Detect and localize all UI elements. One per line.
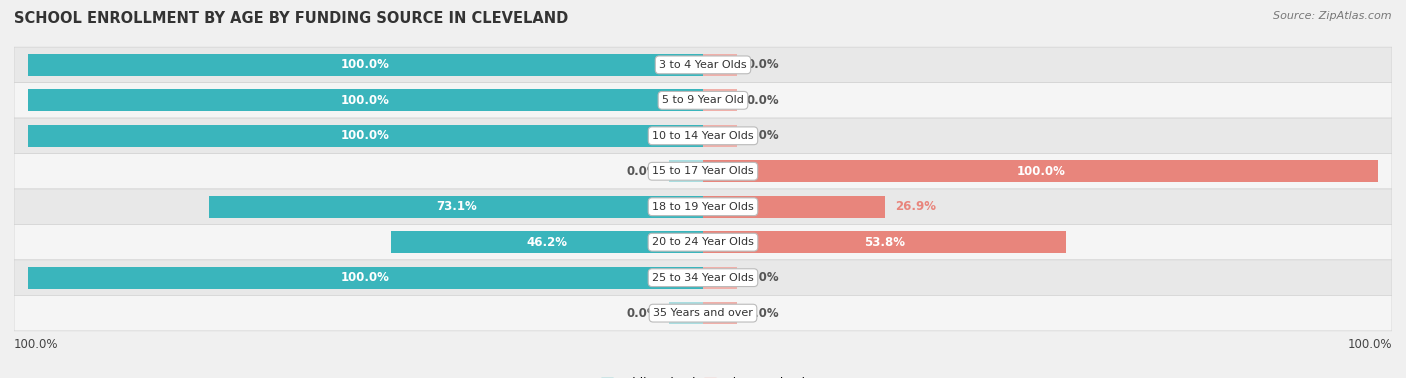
FancyBboxPatch shape	[14, 47, 1392, 83]
Text: SCHOOL ENROLLMENT BY AGE BY FUNDING SOURCE IN CLEVELAND: SCHOOL ENROLLMENT BY AGE BY FUNDING SOUR…	[14, 11, 568, 26]
Bar	[703, 196, 884, 218]
Text: 0.0%: 0.0%	[747, 271, 779, 284]
Legend: Public School, Private School: Public School, Private School	[600, 377, 806, 378]
Text: 0.0%: 0.0%	[627, 165, 659, 178]
Text: Source: ZipAtlas.com: Source: ZipAtlas.com	[1274, 11, 1392, 21]
FancyBboxPatch shape	[14, 260, 1392, 295]
FancyBboxPatch shape	[14, 153, 1392, 189]
Text: 0.0%: 0.0%	[627, 307, 659, 320]
Text: 100.0%: 100.0%	[340, 129, 389, 142]
Text: 5 to 9 Year Old: 5 to 9 Year Old	[662, 95, 744, 105]
Bar	[28, 266, 703, 289]
Text: 18 to 19 Year Olds: 18 to 19 Year Olds	[652, 202, 754, 212]
Text: 46.2%: 46.2%	[526, 236, 568, 249]
Bar	[703, 54, 737, 76]
FancyBboxPatch shape	[14, 295, 1392, 331]
Bar	[28, 89, 703, 112]
Bar	[391, 231, 703, 253]
Text: 15 to 17 Year Olds: 15 to 17 Year Olds	[652, 166, 754, 176]
Bar	[703, 89, 737, 112]
Text: 25 to 34 Year Olds: 25 to 34 Year Olds	[652, 273, 754, 283]
Bar	[703, 125, 737, 147]
Bar	[703, 160, 1378, 182]
Text: 100.0%: 100.0%	[1347, 338, 1392, 351]
FancyBboxPatch shape	[14, 83, 1392, 118]
Bar	[28, 54, 703, 76]
Text: 53.8%: 53.8%	[865, 236, 905, 249]
Text: 100.0%: 100.0%	[340, 94, 389, 107]
Text: 20 to 24 Year Olds: 20 to 24 Year Olds	[652, 237, 754, 247]
Text: 0.0%: 0.0%	[747, 58, 779, 71]
Text: 26.9%: 26.9%	[894, 200, 936, 213]
Text: 3 to 4 Year Olds: 3 to 4 Year Olds	[659, 60, 747, 70]
FancyBboxPatch shape	[14, 189, 1392, 225]
Text: 73.1%: 73.1%	[436, 200, 477, 213]
FancyBboxPatch shape	[14, 225, 1392, 260]
Text: 100.0%: 100.0%	[340, 271, 389, 284]
Text: 100.0%: 100.0%	[340, 58, 389, 71]
Text: 35 Years and over: 35 Years and over	[652, 308, 754, 318]
Bar	[703, 302, 737, 324]
Text: 0.0%: 0.0%	[747, 307, 779, 320]
FancyBboxPatch shape	[14, 118, 1392, 153]
Bar	[209, 196, 703, 218]
Bar	[669, 302, 703, 324]
Text: 0.0%: 0.0%	[747, 94, 779, 107]
Text: 100.0%: 100.0%	[1017, 165, 1066, 178]
Bar	[703, 266, 737, 289]
Bar	[703, 231, 1066, 253]
Text: 0.0%: 0.0%	[747, 129, 779, 142]
Text: 100.0%: 100.0%	[14, 338, 59, 351]
Bar	[28, 125, 703, 147]
Bar	[669, 160, 703, 182]
Text: 10 to 14 Year Olds: 10 to 14 Year Olds	[652, 131, 754, 141]
